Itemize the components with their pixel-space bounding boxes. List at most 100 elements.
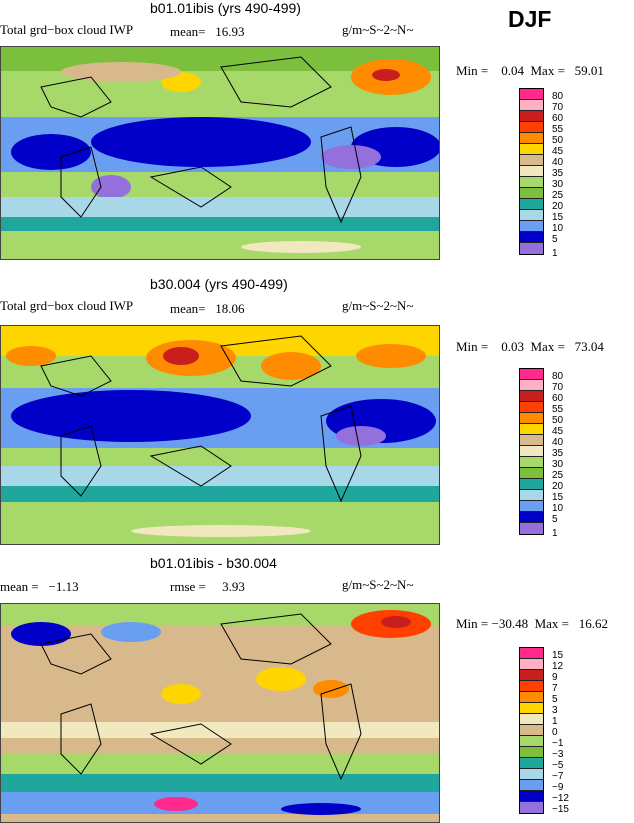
panel-2-swatch bbox=[520, 446, 543, 457]
panel-3-contour-map bbox=[1, 604, 439, 822]
panel-1-legend-label: 55 bbox=[552, 124, 564, 135]
panel-3-mean-label: mean = −1.13 bbox=[0, 579, 79, 594]
panel-1-legend-label: 15 bbox=[552, 212, 564, 223]
panel-3-swatch bbox=[520, 780, 543, 791]
panel-3-legend-label: −15 bbox=[552, 804, 569, 815]
panel-2-swatch bbox=[520, 501, 543, 512]
panel-1-swatch bbox=[520, 221, 543, 232]
panel-3-legend-label: 15 bbox=[552, 650, 564, 661]
panel-3-units-label: g/m~S~2~N~ bbox=[342, 577, 414, 592]
panel-2-legend-label: 70 bbox=[552, 382, 564, 393]
panel-1-legend-label: 70 bbox=[552, 102, 564, 113]
panel-2-legend-label: 80 bbox=[552, 371, 564, 382]
panel-2-mean-label: mean= 18.06 bbox=[170, 301, 245, 316]
panel-3-legend-label: 9 bbox=[552, 672, 558, 683]
panel-1-legend-label: 40 bbox=[552, 157, 564, 168]
panel-1-legend-label: 10 bbox=[552, 223, 564, 234]
panel-3-swatch bbox=[520, 703, 543, 714]
panel-3-legend-label: 5 bbox=[552, 694, 558, 705]
panel-1-variable-label: Total grd−box cloud IWP bbox=[0, 22, 134, 37]
panel-2-swatch bbox=[520, 424, 543, 435]
panel-2-legend-label: 45 bbox=[552, 426, 564, 437]
panel-3-colorbar bbox=[519, 647, 544, 814]
panel-3-legend-label: −3 bbox=[552, 749, 564, 760]
panel-1-swatch bbox=[520, 89, 543, 100]
panel-1-legend-label: 35 bbox=[552, 168, 564, 179]
panel-2-swatch bbox=[520, 402, 543, 413]
panel-3-legend-label: 3 bbox=[552, 705, 558, 716]
panel-1-swatch bbox=[520, 199, 543, 210]
panel-3-swatch bbox=[520, 802, 543, 813]
panel-3-legend-label: −7 bbox=[552, 771, 564, 782]
panel-3-swatch bbox=[520, 747, 543, 758]
panel-2-legend-label: 20 bbox=[552, 481, 564, 492]
panel-2-colorbar bbox=[519, 368, 544, 535]
panel-1-map bbox=[0, 46, 440, 260]
panel-1-legend-label: 20 bbox=[552, 201, 564, 212]
panel-2-units-label: g/m~S~2~N~ bbox=[342, 298, 414, 313]
panel-1-swatch bbox=[520, 155, 543, 166]
panel-2-swatch bbox=[520, 512, 543, 523]
panel-2-map bbox=[0, 325, 440, 545]
panel-2-swatch bbox=[520, 457, 543, 468]
panel-2-legend-label: 30 bbox=[552, 459, 564, 470]
panel-1-title: b01.01ibis (yrs 490-499) bbox=[150, 0, 301, 16]
panel-2-swatch bbox=[520, 479, 543, 490]
panel-2-legend-label: 60 bbox=[552, 393, 564, 404]
panel-1-legend-label: 25 bbox=[552, 190, 564, 201]
panel-1-colorbar bbox=[519, 88, 544, 255]
panel-1-legend-label: 45 bbox=[552, 146, 564, 157]
panel-1-mean-label: mean= 16.93 bbox=[170, 24, 245, 39]
panel-3-legend-label: 12 bbox=[552, 661, 564, 672]
panel-2-swatch bbox=[520, 369, 543, 380]
panel-2-contour-map bbox=[1, 326, 439, 544]
panel-3-legend-label: −12 bbox=[552, 793, 569, 804]
panel-1-swatch bbox=[520, 144, 543, 155]
panel-3-swatch bbox=[520, 714, 543, 725]
panel-3-legend-label: −9 bbox=[552, 782, 564, 793]
panel-2-legend-label: 40 bbox=[552, 437, 564, 448]
panel-3-swatch bbox=[520, 758, 543, 769]
panel-2-swatch bbox=[520, 391, 543, 402]
panel-3-title: b01.01ibis - b30.004 bbox=[150, 555, 277, 571]
panel-1-swatch bbox=[520, 133, 543, 144]
panel-3-legend-label: 7 bbox=[552, 683, 558, 694]
panel-2-swatch bbox=[520, 413, 543, 424]
panel-3-legend-label: −1 bbox=[552, 738, 564, 749]
panel-3-swatch bbox=[520, 659, 543, 670]
panel-1-swatch bbox=[520, 100, 543, 111]
panel-2-legend-label: 55 bbox=[552, 404, 564, 415]
panel-1-swatch bbox=[520, 188, 543, 199]
panel-1-legend-label: 1 bbox=[552, 248, 558, 259]
panel-1-legend-label: 5 bbox=[552, 234, 558, 245]
panel-3-legend-label: 1 bbox=[552, 716, 558, 727]
panel-2-legend-label: 35 bbox=[552, 448, 564, 459]
panel-1-legend-label: 50 bbox=[552, 135, 564, 146]
panel-3-swatch bbox=[520, 791, 543, 802]
panel-1-swatch bbox=[520, 210, 543, 221]
panel-3-map bbox=[0, 603, 440, 823]
panel-2-legend-label: 10 bbox=[552, 503, 564, 514]
panel-2-swatch bbox=[520, 468, 543, 479]
panel-1-legend-label: 80 bbox=[552, 91, 564, 102]
panel-2-legend-label: 5 bbox=[552, 514, 558, 525]
season-label: DJF bbox=[508, 6, 552, 32]
panel-3-swatch bbox=[520, 692, 543, 703]
panel-1-minmax-label: Min = 0.04 Max = 59.01 bbox=[456, 63, 604, 78]
panel-2-legend-label: 1 bbox=[552, 528, 558, 539]
panel-1-legend-label: 30 bbox=[552, 179, 564, 190]
panel-3-swatch bbox=[520, 670, 543, 681]
panel-2-swatch bbox=[520, 380, 543, 391]
panel-1-swatch bbox=[520, 111, 543, 122]
panel-1-units-label: g/m~S~2~N~ bbox=[342, 22, 414, 37]
panel-3-swatch bbox=[520, 725, 543, 736]
panel-3-swatch bbox=[520, 648, 543, 659]
panel-2-title: b30.004 (yrs 490-499) bbox=[150, 276, 288, 292]
panel-2-legend-label: 25 bbox=[552, 470, 564, 481]
panel-3-swatch bbox=[520, 769, 543, 780]
panel-1-contour-map bbox=[1, 47, 439, 259]
panel-3-rmse-label: rmse = 3.93 bbox=[170, 579, 245, 594]
panel-3-minmax-label: Min = −30.48 Max = 16.62 bbox=[456, 616, 608, 631]
panel-1-swatch bbox=[520, 177, 543, 188]
panel-2-legend-label: 15 bbox=[552, 492, 564, 503]
